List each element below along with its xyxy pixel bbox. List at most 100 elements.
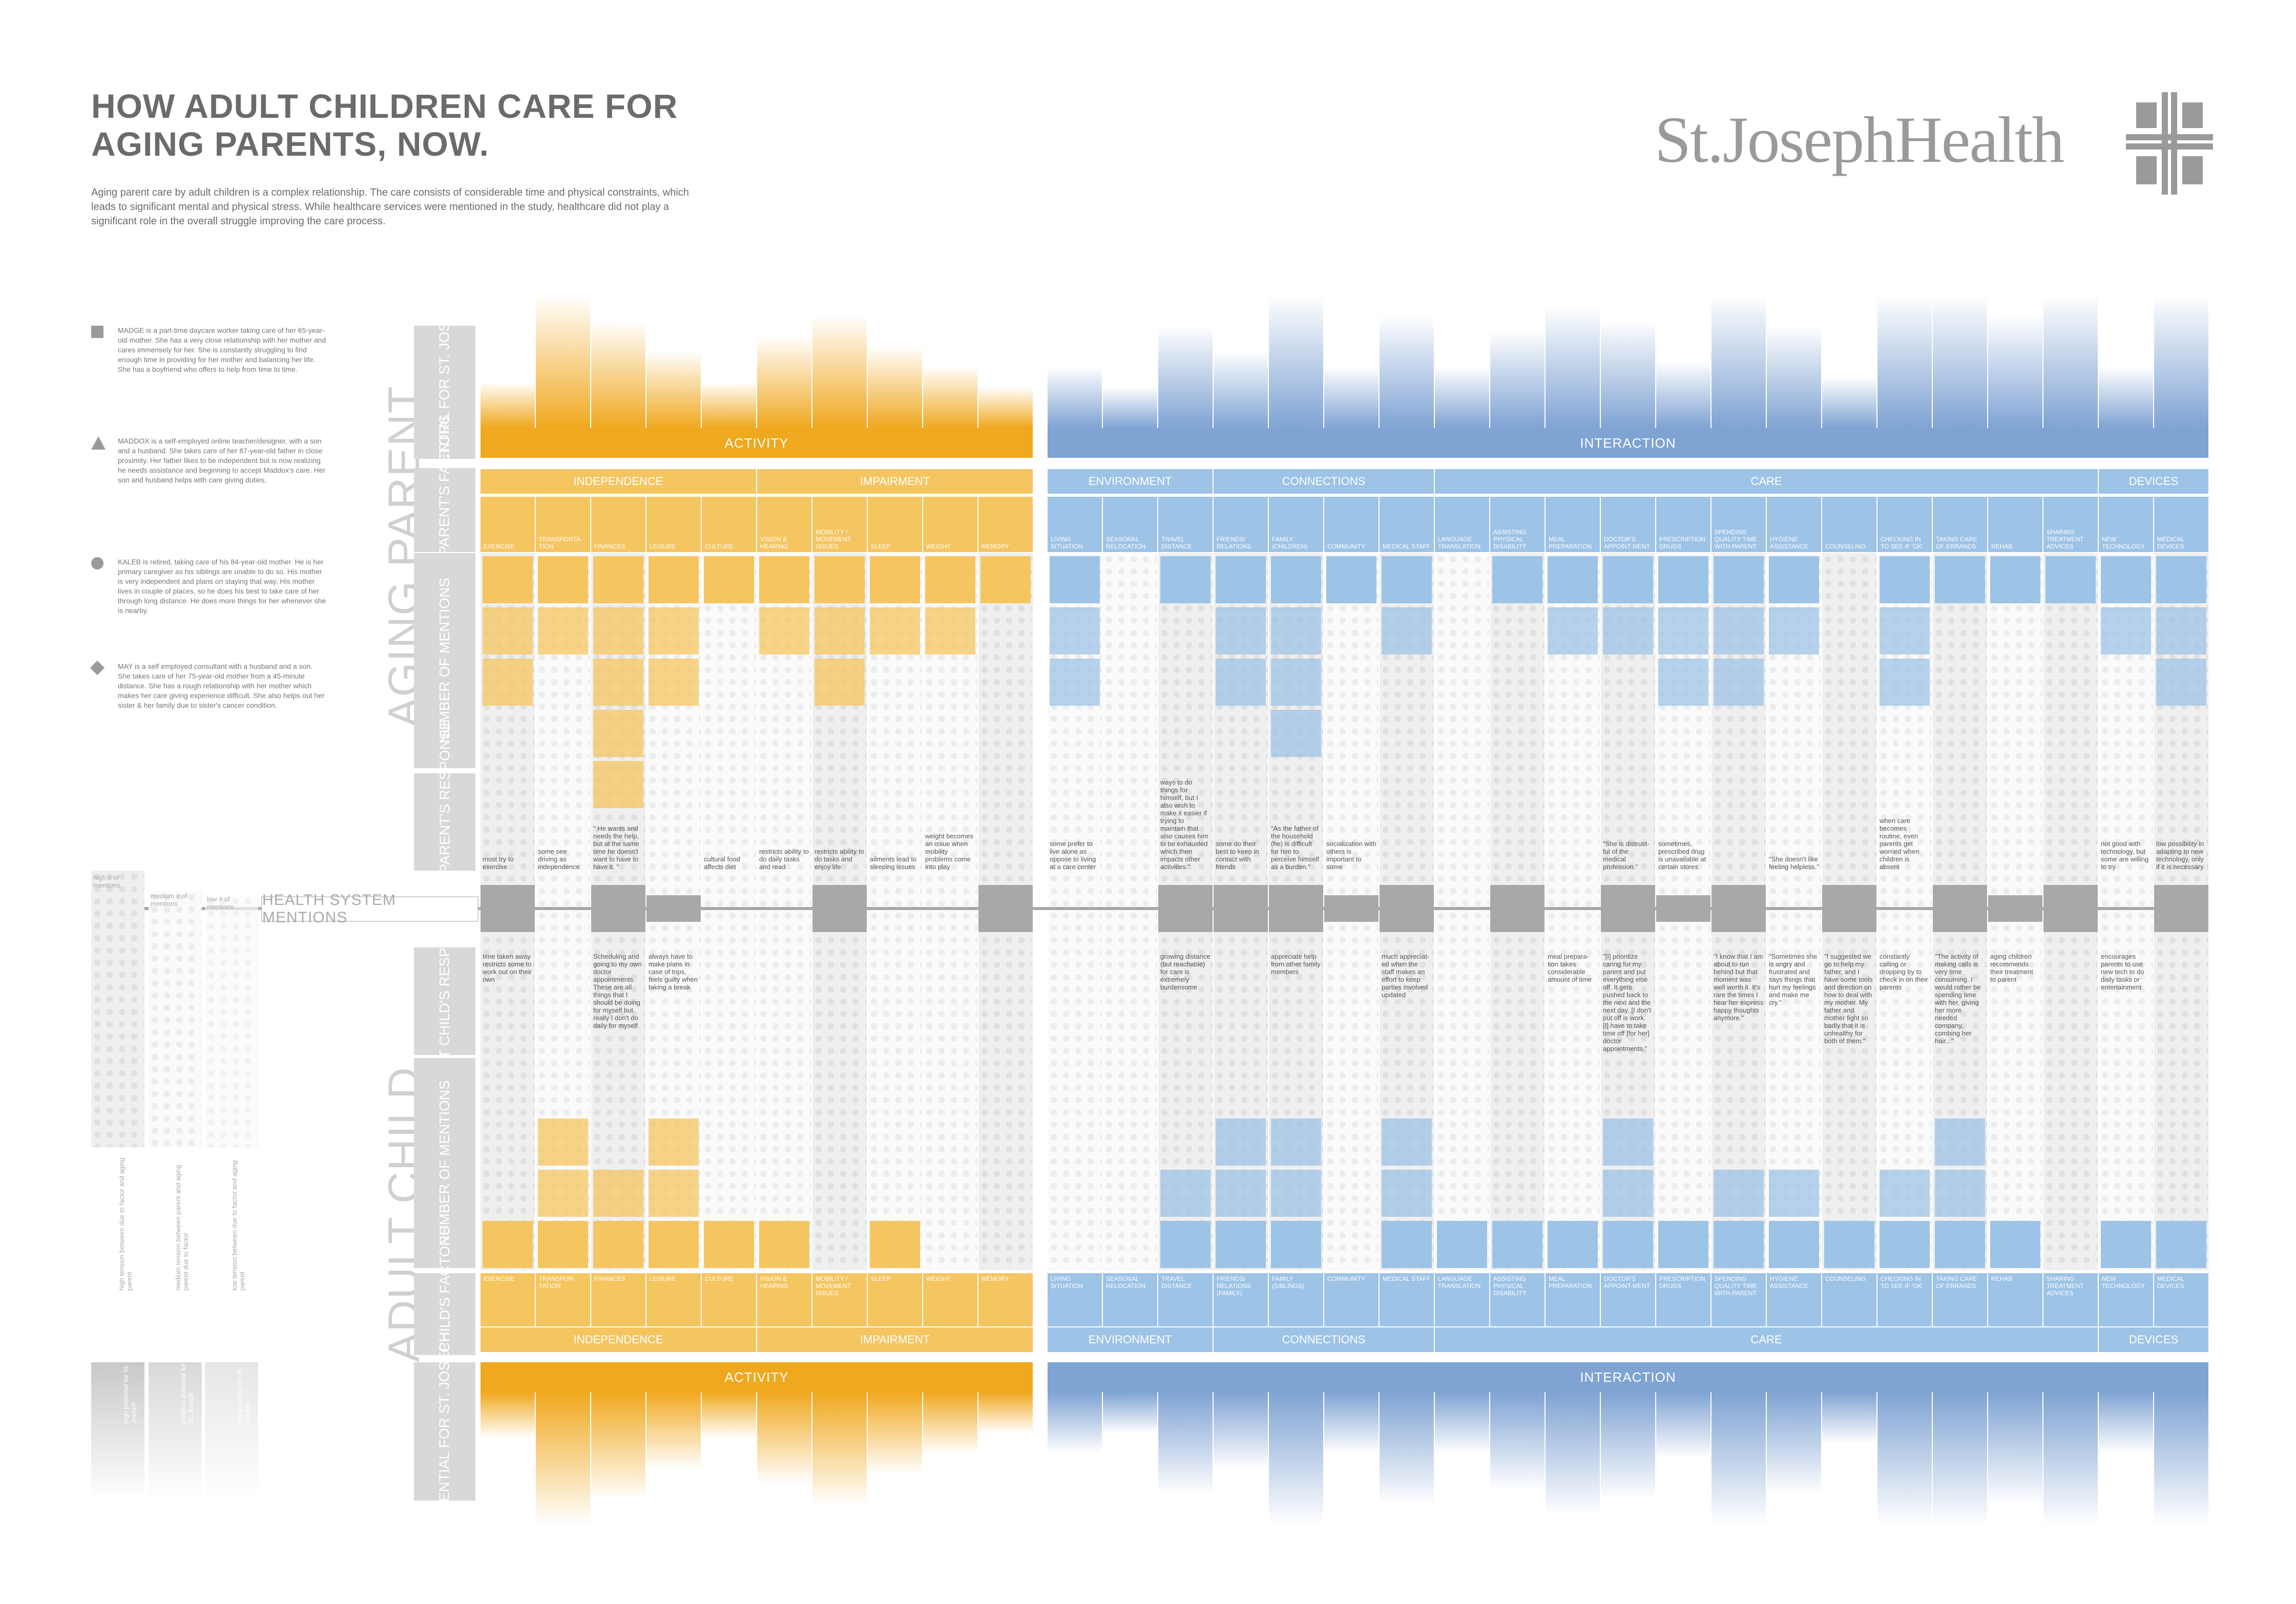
quote-note: [1714, 556, 1764, 603]
aging-response: "She doesn't like feeling helpless.": [1769, 855, 1819, 871]
persona-may: MAY is a self employed consultant with a…: [90, 660, 327, 710]
quote-note: [1603, 556, 1653, 603]
child-response: [1492, 953, 1542, 1055]
quote-note: [815, 659, 865, 706]
aging-response: [1824, 778, 1874, 871]
potential-bar-bottom: [1435, 1392, 1489, 1453]
potential-bar-top: [591, 321, 645, 428]
factor-label-top: REHAB: [1988, 497, 2042, 552]
legend-potential-high: high potential for St. Joseph: [91, 1362, 144, 1501]
factor-label-bottom: FINANCES: [591, 1273, 645, 1326]
potential-bar-bottom: [1767, 1392, 1821, 1494]
factor-label-bottom: MEDICAL STAFF: [1380, 1273, 1434, 1326]
potential-bar-top: [1711, 295, 1766, 428]
quote-note: [1160, 1170, 1210, 1217]
factor-label-top: SLEEP: [868, 497, 922, 552]
aging-response: most try to exercise: [483, 855, 514, 871]
factor-label-top: COMMUNITY: [1324, 497, 1379, 552]
quote-note: [593, 556, 643, 603]
activity-band-top: ACTIVITY: [481, 428, 1033, 458]
quote-note: [538, 1170, 588, 1217]
quote-note: [2156, 556, 2206, 603]
legend-tension-medium: medium tension between parent and aging …: [174, 1165, 190, 1291]
aging-response: restricts ability to do daily tasks and …: [759, 848, 809, 871]
potential-bar-bottom: [923, 1392, 977, 1453]
factor-label-bottom: ASSISTING PHYSICAL DISABILITY: [1490, 1273, 1544, 1326]
quote-note: [1216, 1170, 1266, 1217]
quote-note: [1714, 1221, 1764, 1268]
child-response: [538, 953, 588, 1055]
quote-note: [1050, 659, 1100, 706]
aging-response: not good with technology, but some are w…: [2101, 840, 2149, 871]
factor-label-top: WEIGHT: [923, 497, 977, 552]
legend-low: low # of mentions: [205, 895, 258, 1147]
potential-bar-bottom: [591, 1392, 645, 1500]
factor-label-top: CHECKING IN TO SEE IF 'OK': [1877, 497, 1932, 552]
potential-bar-bottom: [2043, 1392, 2098, 1525]
quote-note: [1769, 1221, 1819, 1268]
factor-label-bottom: COUNSELING: [1822, 1273, 1876, 1326]
quote-note: [870, 607, 920, 655]
quote-note: [649, 1118, 699, 1166]
row-label-mentions-bottom: NUMBER OF MENTIONS: [414, 1058, 475, 1268]
matrix-column: [1546, 553, 1600, 1270]
child-response: "The activity of making calls is very ti…: [1935, 953, 1981, 1045]
factor-label-bottom: EXERCISE: [481, 1273, 535, 1326]
potential-bar-bottom: [1988, 1392, 2042, 1505]
aging-response: [1382, 778, 1432, 871]
aging-response: weight becomes an issue when mobility pr…: [925, 832, 973, 871]
aging-response: sometimes, prescribed drug is unavailabl…: [1658, 840, 1706, 871]
quote-note: [1216, 1118, 1266, 1166]
factor-label-bottom: LANGUAGE TRANSLATION: [1435, 1273, 1489, 1326]
quote-note: [1769, 556, 1819, 603]
matrix-column: [1435, 553, 1489, 1270]
aging-response: [1437, 778, 1487, 871]
quote-note: [980, 556, 1031, 603]
child-response: [1050, 953, 1100, 1055]
potential-bar-top: [812, 315, 867, 428]
factor-label-bottom: LIVING SITUATION: [1048, 1273, 1102, 1326]
persona-kaleb: KALEB is retired, taking care of his 84-…: [91, 557, 327, 616]
potential-bar-top: [1656, 362, 1710, 428]
intro-paragraph: Aging parent care by adult children is a…: [91, 187, 689, 227]
potential-bar-top: [1324, 367, 1379, 428]
row-label-aging-response: AGING PARENT'S RESPONSE: [414, 721, 475, 923]
child-response: [1437, 953, 1487, 1055]
factor-label-bottom: SHARING TREATMENT ADVICES: [2043, 1273, 2098, 1326]
matrix-column: [2099, 553, 2153, 1270]
potential-bar-top: [978, 387, 1033, 428]
child-response: meal prepara-tion takes considerable amo…: [1548, 953, 1592, 983]
potential-bar-top: [1214, 351, 1268, 428]
potential-bar-top: [1380, 315, 1434, 428]
potential-bar-top: [1103, 387, 1157, 428]
aging-response: [1935, 778, 1985, 871]
activity-band-bottom: ACTIVITY: [481, 1362, 1033, 1392]
quote-note: [1824, 1221, 1874, 1268]
legend-tension-high: high tension between due to factor and a…: [118, 1157, 133, 1291]
potential-bar-bottom: [2154, 1392, 2208, 1525]
quote-note: [2101, 556, 2151, 603]
factor-label-top: CULTURE: [702, 497, 756, 552]
quote-note: [1880, 607, 1930, 655]
potential-bar-bottom: [1214, 1392, 1268, 1469]
child-response: "I suggested we go to help my father, an…: [1824, 953, 1873, 1045]
group-header-bottom: INDEPENDENCE: [481, 1327, 756, 1352]
quote-note: [870, 1221, 920, 1268]
group-header-bottom: ENVIRONMENT: [1048, 1327, 1213, 1352]
potential-bar-top: [1158, 326, 1213, 428]
factor-label-bottom: MOBILITY / MOVEMENT ISSUES: [812, 1273, 867, 1326]
potential-bar-top: [481, 382, 535, 428]
aging-response: [649, 778, 699, 871]
factor-label-bottom: MEAL PREPARATION: [1546, 1273, 1600, 1326]
legend-tension-low: low tension between due to factor and ag…: [231, 1160, 246, 1291]
child-response: Scheduling and going to my own doctor ap…: [593, 953, 642, 1029]
quote-note: [1548, 556, 1598, 603]
quote-note: [483, 659, 533, 706]
row-label-potential-top: POTENTIAL FOR ST. JOSEPH: [414, 292, 475, 492]
factor-label-bottom: TRAVEL DISTANCE: [1158, 1273, 1213, 1326]
quote-note: [1769, 1170, 1819, 1217]
quote-note: [483, 556, 533, 603]
aging-response: [1492, 778, 1542, 871]
factor-label-top: HYGIENE ASSISTANCE: [1767, 497, 1821, 552]
child-response: [1105, 953, 1155, 1055]
